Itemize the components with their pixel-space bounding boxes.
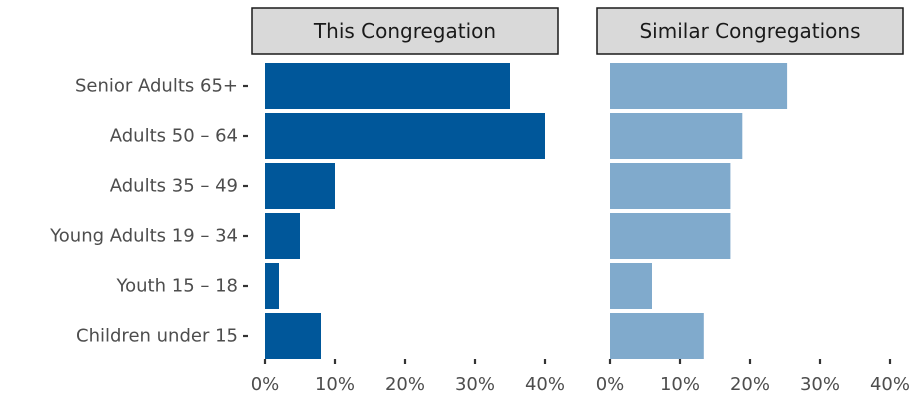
- category-label-adults-35-49: Adults 35 – 49: [110, 176, 238, 197]
- bar-youth-15-18: [265, 263, 279, 309]
- bar-youth-15-18: [610, 263, 652, 309]
- x-tick-label: 0%: [596, 374, 625, 395]
- x-tick-label: 30%: [800, 374, 840, 395]
- x-tick-label: 10%: [315, 374, 355, 395]
- bar-adults-35-49: [265, 163, 335, 209]
- bar-group: [265, 63, 545, 359]
- x-tick-label: 40%: [525, 374, 565, 395]
- bar-children-under-15: [610, 313, 704, 359]
- panel-similar-congregations: Similar Congregations 0% 10% 20% 30% 40%: [596, 7, 910, 395]
- x-tick-label: 20%: [730, 374, 770, 395]
- bar-adults-50-64: [610, 113, 743, 159]
- x-tick-label: 40%: [870, 374, 910, 395]
- category-label-youth-15-18: Youth 15 – 18: [116, 276, 238, 297]
- panel-title: This Congregation: [313, 19, 496, 43]
- bar-young-adults-19-34: [265, 213, 300, 259]
- bar-senior-adults-65: [265, 63, 510, 109]
- x-tick-label: 10%: [660, 374, 700, 395]
- category-label-adults-50-64: Adults 50 – 64: [110, 126, 238, 147]
- x-tick-label: 30%: [455, 374, 495, 395]
- panel-this-congregation: This Congregation 0% 10% 20% 30% 40%: [251, 7, 565, 395]
- category-label-children-under-15: Children under 15: [76, 326, 238, 347]
- bar-young-adults-19-34: [610, 213, 731, 259]
- strip-background: [596, 7, 904, 55]
- bar-children-under-15: [265, 313, 321, 359]
- panel-strip: This Congregation: [251, 7, 559, 55]
- bar-senior-adults-65: [610, 63, 788, 109]
- panel-title: Similar Congregations: [639, 19, 860, 43]
- category-label-senior-adults-65: Senior Adults 65+: [75, 76, 238, 97]
- category-axis: Senior Adults 65+ Adults 50 – 64 Adults 35…: [49, 76, 248, 347]
- panel-strip: Similar Congregations: [596, 7, 904, 55]
- x-tick-label: 20%: [385, 374, 425, 395]
- x-axis: 0% 10% 20% 30% 40%: [596, 359, 910, 395]
- category-label-young-adults-19-34: Young Adults 19 – 34: [49, 226, 238, 247]
- bar-adults-50-64: [265, 113, 545, 159]
- bar-group: [610, 63, 788, 359]
- x-tick-label: 0%: [251, 374, 280, 395]
- bar-adults-35-49: [610, 163, 731, 209]
- strip-background: [251, 7, 559, 55]
- x-axis: 0% 10% 20% 30% 40%: [251, 359, 565, 395]
